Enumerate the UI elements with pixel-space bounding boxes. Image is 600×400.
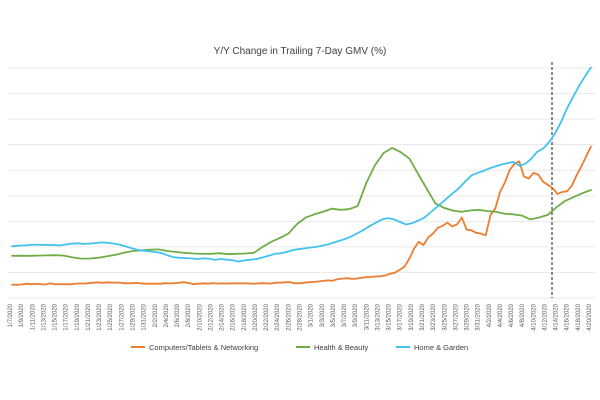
x-tick-label: 1/27/2020 xyxy=(119,303,125,330)
x-tick-label: 3/15/2020 xyxy=(387,303,393,330)
x-tick-label: 1/9/2020 xyxy=(19,303,25,327)
x-tick-label: 3/29/2020 xyxy=(465,303,471,330)
legend-label: Health & Beauty xyxy=(314,343,368,352)
x-tick-label: 1/23/2020 xyxy=(97,303,103,330)
x-tick-label: 1/25/2020 xyxy=(108,303,114,330)
x-tick-label: 1/29/2020 xyxy=(131,303,137,330)
x-tick-label: 3/17/2020 xyxy=(398,303,404,330)
x-tick-label: 1/11/2020 xyxy=(30,303,36,330)
x-tick-label: 2/26/2020 xyxy=(286,303,292,330)
series-line xyxy=(11,66,592,263)
legend-label: Home & Garden xyxy=(414,343,468,352)
x-tick-label: 1/7/2020 xyxy=(8,303,14,327)
legend: Computers/Tablets & Networking Health & B… xyxy=(131,343,468,352)
series-lines xyxy=(11,66,592,286)
x-tick-label: 3/13/2020 xyxy=(375,303,381,330)
x-tick-label: 4/16/2020 xyxy=(565,303,571,330)
x-tick-label: 2/8/2020 xyxy=(186,303,192,327)
x-tick-label: 4/12/2020 xyxy=(543,303,549,330)
x-tick-label: 4/10/2020 xyxy=(531,303,537,330)
x-tick-label: 2/18/2020 xyxy=(242,303,248,330)
x-tick-label: 3/21/2020 xyxy=(420,303,426,330)
x-tick-label: 3/19/2020 xyxy=(409,303,415,330)
x-tick-label: 3/25/2020 xyxy=(442,303,448,330)
x-tick-label: 4/20/2020 xyxy=(587,303,593,330)
x-tick-label: 2/6/2020 xyxy=(175,303,181,327)
x-tick-label: 3/7/2020 xyxy=(342,303,348,327)
x-tick-label: 3/9/2020 xyxy=(353,303,359,327)
x-tick-label: 4/14/2020 xyxy=(554,303,560,330)
x-tick-label: 1/15/2020 xyxy=(53,303,59,330)
x-tick-label: 3/23/2020 xyxy=(431,303,437,330)
x-tick-label: 1/31/2020 xyxy=(142,303,148,330)
x-tick-label: 4/4/2020 xyxy=(498,303,504,327)
x-tick-label: 2/2/2020 xyxy=(153,303,159,327)
x-tick-label: 2/10/2020 xyxy=(197,303,203,330)
legend-label: Computers/Tablets & Networking xyxy=(149,343,258,352)
series-line xyxy=(11,146,592,260)
x-tick-label: 4/8/2020 xyxy=(520,303,526,327)
x-tick-label: 3/27/2020 xyxy=(453,303,459,330)
x-tick-label: 2/24/2020 xyxy=(275,303,281,330)
x-tick-label: 2/20/2020 xyxy=(253,303,259,330)
x-tick-label: 4/18/2020 xyxy=(576,303,582,330)
x-tick-label: 2/14/2020 xyxy=(220,303,226,330)
x-tick-label: 3/31/2020 xyxy=(476,303,482,330)
x-tick-label: 3/11/2020 xyxy=(364,303,370,330)
x-tick-label: 2/4/2020 xyxy=(164,303,170,327)
x-tick-label: 1/21/2020 xyxy=(86,303,92,330)
x-tick-label: 3/5/2020 xyxy=(331,303,337,327)
x-tick-label: 1/17/2020 xyxy=(64,303,70,330)
x-tick-label: 2/12/2020 xyxy=(208,303,214,330)
x-tick-label: 4/2/2020 xyxy=(487,303,493,327)
x-axis-ticks: 1/7/2020 1/9/2020 1/11/2020 1/13/2020 1/15/2… xyxy=(8,303,593,330)
x-tick-label: 2/22/2020 xyxy=(264,303,270,330)
x-tick-label: 2/16/2020 xyxy=(231,303,237,330)
chart-title: Y/Y Change in Trailing 7-Day GMV (%) xyxy=(214,46,387,57)
x-tick-label: 3/1/2020 xyxy=(309,303,315,327)
x-tick-label: 4/6/2020 xyxy=(509,303,515,327)
x-tick-label: 3/3/2020 xyxy=(320,303,326,327)
x-tick-label: 1/13/2020 xyxy=(41,303,47,330)
x-tick-label: 2/28/2020 xyxy=(298,303,304,330)
gridlines xyxy=(8,67,595,299)
series-line xyxy=(11,145,592,286)
x-tick-label: 1/19/2020 xyxy=(75,303,81,330)
